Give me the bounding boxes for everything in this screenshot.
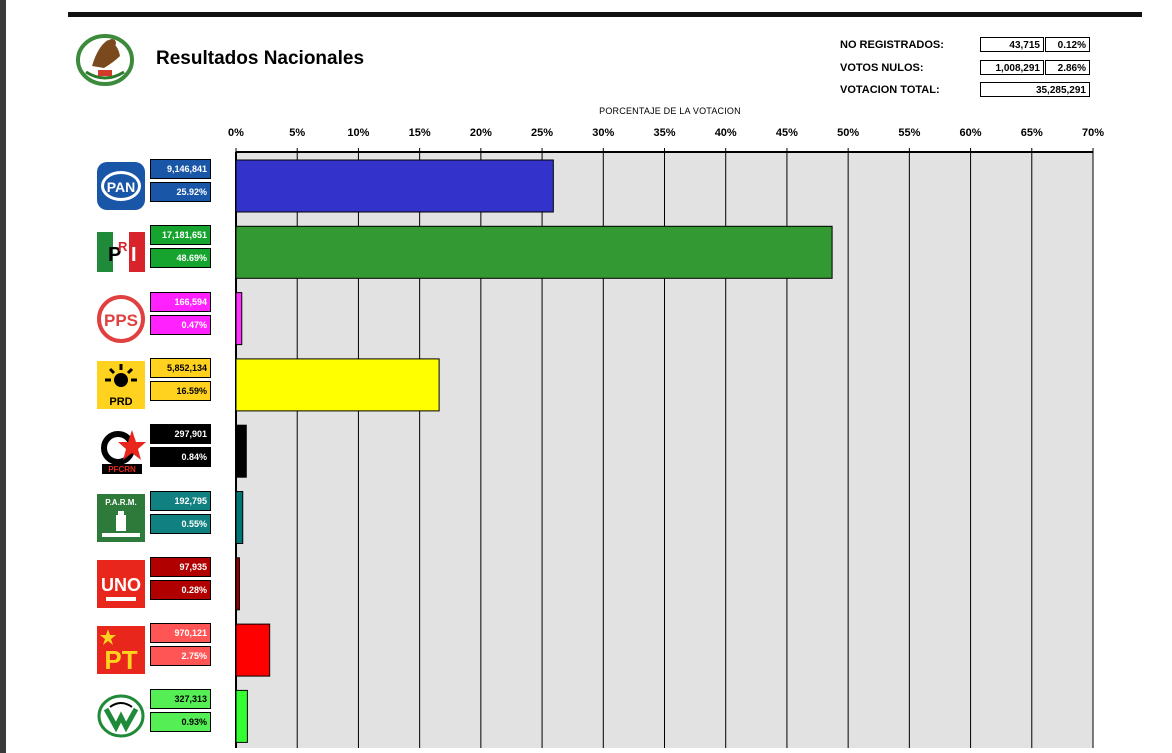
vote-count-pps: 166,594 [150, 291, 211, 312]
x-tick-label: 15% [409, 127, 431, 139]
vote-pct-pt: 2.75% [150, 646, 211, 667]
vote-count-parm: 192,795 [150, 490, 211, 511]
bar-pfcrn [235, 424, 247, 478]
vote-pct-pri: 48.69% [150, 248, 211, 269]
bar-pt [235, 623, 271, 677]
x-tick-label: 5% [289, 127, 305, 139]
x-tick-label: 30% [592, 127, 614, 139]
vote-pct-parm: 0.55% [150, 513, 211, 534]
vote-pct-pps: 0.47% [150, 314, 211, 335]
no-registrados-pct: 0.12% [1045, 37, 1090, 52]
vote-count-pan: 9,146,841 [150, 159, 211, 179]
parm-icon: P.A.R.M. [96, 493, 146, 543]
bar-uno [235, 557, 240, 611]
x-tick-label: 45% [776, 127, 798, 139]
uno-icon: UNO [96, 559, 146, 609]
vote-count-uno: 97,935 [150, 556, 211, 577]
svg-text:PT: PT [104, 645, 137, 675]
vote-pct-prd: 16.59% [150, 380, 211, 401]
x-tick-label: 65% [1021, 127, 1043, 139]
svg-text:PRD: PRD [109, 396, 132, 408]
svg-text:I: I [131, 244, 137, 266]
votacion-total-label: VOTACION TOTAL: [840, 84, 940, 96]
x-tick-label: 60% [960, 127, 982, 139]
x-tick-label: 70% [1082, 127, 1104, 139]
svg-text:P: P [108, 244, 121, 266]
bar-prd [235, 358, 440, 412]
votos-nulos-votes: 1,008,291 [980, 60, 1044, 75]
vote-count-pri: 17,181,651 [150, 225, 211, 246]
x-tick-label: 55% [898, 127, 920, 139]
x-tick-label: 10% [347, 127, 369, 139]
x-tick-label: 25% [531, 127, 553, 139]
svg-text:PFCRN: PFCRN [108, 465, 136, 474]
svg-text:PAN: PAN [107, 179, 136, 195]
vote-count-pvem: 327,313 [150, 689, 211, 710]
vote-pct-uno: 0.28% [150, 579, 211, 600]
pfcrn-icon: PFCRN [96, 426, 146, 476]
pan-icon: PAN [96, 161, 146, 211]
bar-pvem [235, 689, 248, 743]
chart-title: PORCENTAJE DE LA VOTACION [599, 106, 741, 116]
pps-icon: PPS [96, 294, 146, 344]
vote-count-pfcrn: 297,901 [150, 424, 211, 445]
x-tick-label: 20% [470, 127, 492, 139]
bar-pps [235, 292, 243, 346]
page-title: Resultados Nacionales [156, 48, 365, 69]
top-border [68, 12, 1142, 17]
vote-count-prd: 5,852,134 [150, 357, 211, 378]
svg-text:R: R [118, 239, 128, 254]
mexico-eagle-emblem-icon [76, 34, 134, 86]
bar-parm [235, 491, 244, 544]
no-registrados-votes: 43,715 [980, 37, 1044, 52]
svg-text:PPS: PPS [104, 311, 138, 330]
pt-icon: PT [96, 625, 146, 675]
pvem-icon [96, 691, 146, 741]
x-tick-label: 35% [653, 127, 675, 139]
vote-pct-pvem: 0.93% [150, 712, 211, 733]
prd-icon: PRD [96, 360, 146, 410]
x-tick-label: 50% [837, 127, 859, 139]
svg-text:P.A.R.M.: P.A.R.M. [105, 498, 136, 507]
x-tick-label: 40% [715, 127, 737, 139]
no-registrados-label: NO REGISTRADOS: [840, 39, 944, 51]
votacion-total-votes: 35,285,291 [980, 82, 1090, 97]
bar-pan [235, 159, 554, 213]
votos-nulos-label: VOTOS NULOS: [840, 62, 924, 74]
votos-nulos-pct: 2.86% [1045, 60, 1090, 75]
svg-text:UNO: UNO [101, 575, 141, 595]
left-border [0, 0, 6, 753]
vote-pct-pfcrn: 0.84% [150, 447, 211, 468]
x-tick-label: 0% [228, 127, 244, 139]
vote-pct-pan: 25.92% [150, 182, 211, 202]
vote-count-pt: 970,121 [150, 623, 211, 644]
bar-pri [235, 225, 833, 279]
